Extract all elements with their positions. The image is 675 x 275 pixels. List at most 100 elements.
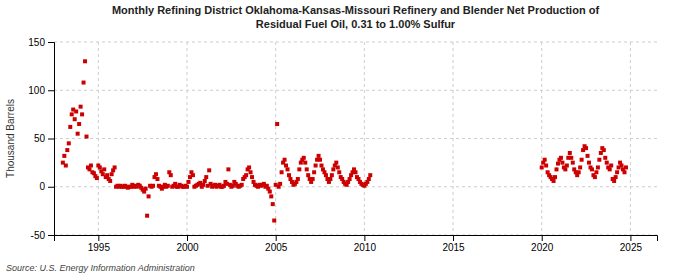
- tick: 2010: [354, 235, 377, 253]
- point: [268, 190, 272, 194]
- point: [612, 179, 616, 183]
- point: [77, 122, 81, 126]
- point: [95, 176, 99, 180]
- point: [368, 173, 372, 177]
- point: [102, 167, 106, 171]
- point: [83, 59, 87, 63]
- point: [317, 154, 321, 158]
- plot: 1995200020052010201520202025-50050100150: [28, 37, 657, 253]
- point: [169, 173, 173, 177]
- title: Monthly Refining District Oklahoma-Kansa…: [112, 4, 599, 30]
- point: [624, 165, 628, 169]
- point: [593, 175, 597, 179]
- tick-label: 100: [28, 85, 45, 96]
- point: [283, 158, 287, 162]
- point: [297, 167, 301, 171]
- point: [609, 164, 613, 168]
- point: [318, 158, 322, 162]
- tick-mark: [98, 235, 99, 241]
- point: [226, 167, 230, 171]
- point: [154, 172, 158, 176]
- point: [330, 173, 334, 177]
- point: [577, 170, 581, 174]
- point: [334, 161, 338, 165]
- point: [324, 173, 328, 177]
- axis-line: [48, 43, 55, 236]
- title-line: Residual Fuel Oil, 0.31 to 1.00% Sulfur: [256, 18, 456, 30]
- point: [240, 183, 244, 187]
- point: [540, 165, 544, 169]
- point: [614, 175, 618, 179]
- tick: 50: [34, 133, 54, 144]
- tick-mark: [48, 187, 54, 188]
- point: [278, 182, 282, 186]
- grid: [54, 42, 657, 235]
- point: [64, 164, 68, 168]
- grid-line-y: [54, 42, 657, 43]
- point: [587, 161, 591, 165]
- axis-line: [55, 236, 658, 242]
- point: [244, 173, 248, 177]
- point: [328, 177, 332, 181]
- tick-label: 2025: [620, 242, 643, 253]
- point: [554, 167, 558, 171]
- point: [186, 180, 190, 184]
- point: [553, 175, 557, 179]
- point: [602, 148, 606, 152]
- point: [247, 165, 251, 169]
- tick: 2015: [442, 235, 465, 253]
- point: [603, 156, 607, 160]
- point: [85, 135, 89, 139]
- tick-label: 1995: [88, 242, 111, 253]
- point: [559, 156, 563, 160]
- tick-mark: [364, 235, 365, 241]
- point: [105, 173, 109, 177]
- point: [98, 165, 102, 169]
- point: [73, 117, 77, 121]
- tick-mark: [187, 235, 188, 241]
- point: [331, 167, 335, 171]
- point: [145, 214, 149, 218]
- tick-label: 150: [28, 37, 45, 48]
- point: [89, 164, 93, 168]
- grid-line-y: [54, 138, 657, 139]
- point: [354, 170, 358, 174]
- point: [201, 183, 205, 187]
- point: [348, 177, 352, 181]
- point: [586, 154, 590, 158]
- point: [584, 146, 588, 150]
- point: [590, 167, 594, 171]
- point: [563, 167, 567, 171]
- tick-mark: [276, 235, 277, 241]
- point: [144, 187, 148, 191]
- point: [280, 170, 284, 174]
- point: [62, 154, 66, 158]
- tick-label: 2000: [176, 242, 199, 253]
- point: [203, 179, 207, 183]
- point: [302, 156, 306, 160]
- point: [594, 170, 598, 174]
- title-line: Monthly Refining District Oklahoma-Kansa…: [112, 4, 599, 16]
- tick-mark: [48, 235, 54, 236]
- tick-label: 2010: [354, 242, 377, 253]
- point: [155, 177, 159, 181]
- y-axis: -50050100150: [28, 37, 54, 241]
- point: [284, 164, 288, 168]
- point: [571, 161, 575, 165]
- point: [303, 161, 307, 165]
- tick-label: 50: [34, 133, 46, 144]
- point: [166, 184, 170, 188]
- source: Source: U.S. Energy Information Administ…: [6, 263, 195, 273]
- tick-label: 0: [39, 181, 45, 192]
- tick: 100: [28, 85, 54, 96]
- point: [147, 194, 151, 198]
- point: [544, 164, 548, 168]
- tick: 2025: [620, 235, 643, 253]
- tick-label: 2020: [531, 242, 554, 253]
- point: [314, 164, 318, 168]
- point: [79, 105, 83, 109]
- tick: 2000: [176, 235, 199, 253]
- point: [305, 167, 309, 171]
- tick-mark: [48, 42, 54, 43]
- point: [287, 173, 291, 177]
